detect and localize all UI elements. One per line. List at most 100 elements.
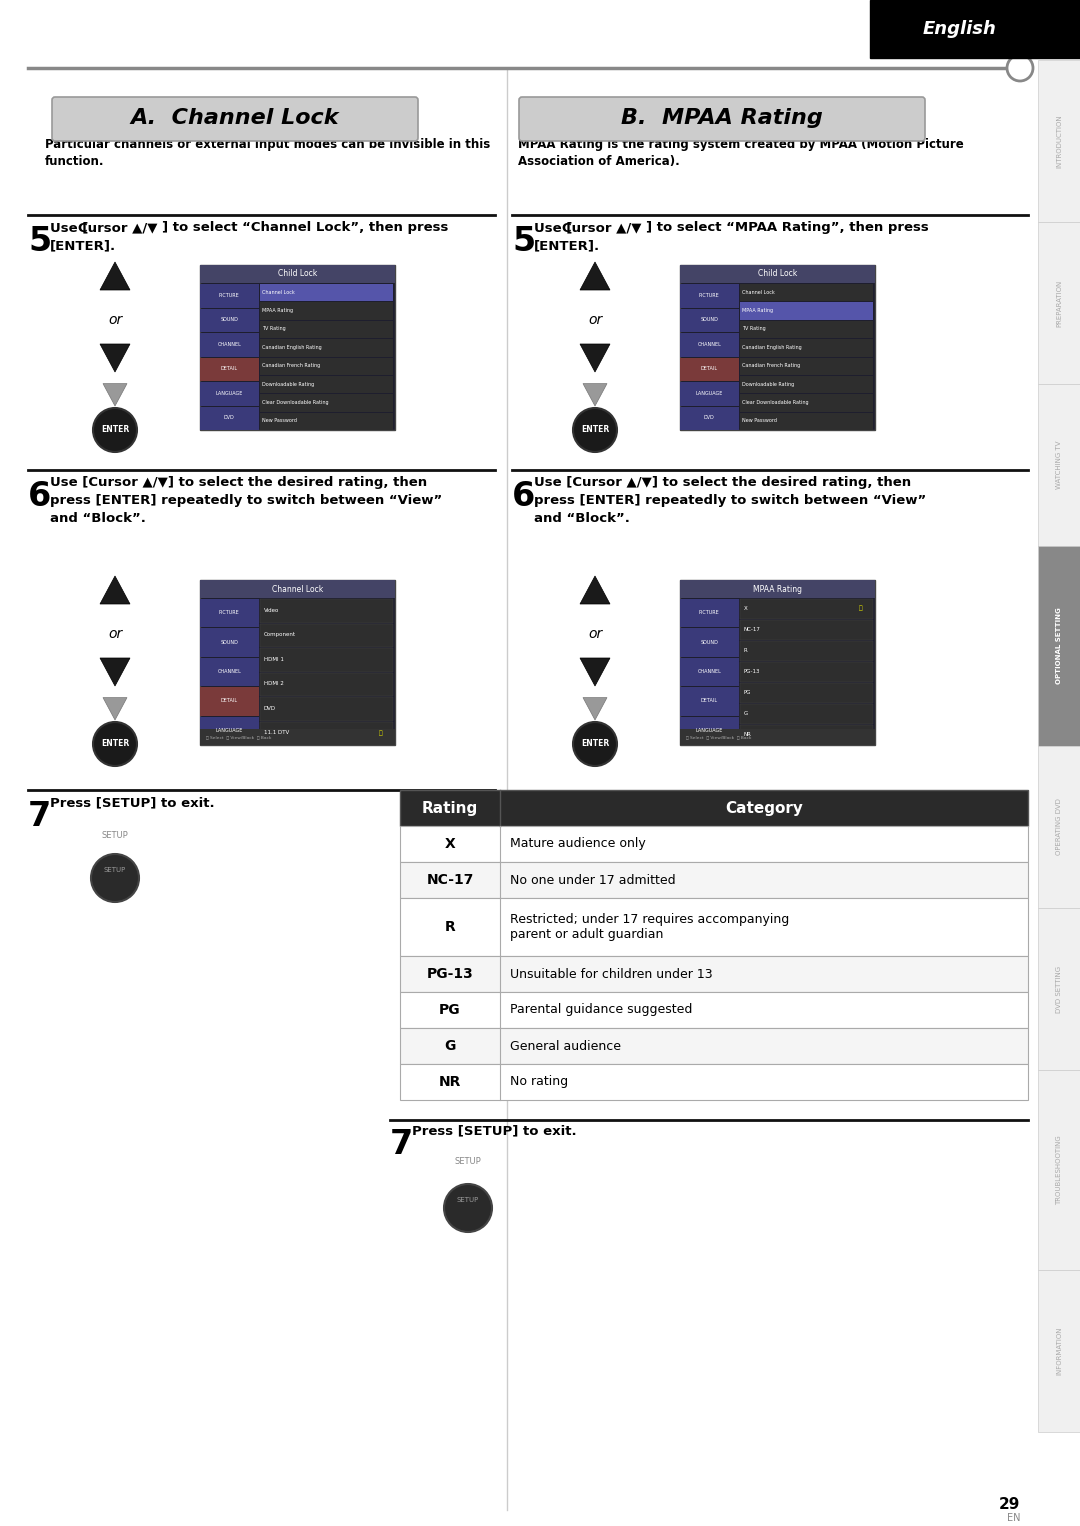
Text: Mature audience only: Mature audience only — [510, 838, 646, 850]
Bar — [259, 339, 393, 357]
Bar — [400, 897, 1028, 955]
Bar — [740, 320, 873, 339]
Bar — [400, 862, 1028, 897]
Bar — [680, 580, 875, 598]
Bar — [1038, 1270, 1080, 1431]
Text: ENTER: ENTER — [100, 426, 130, 435]
Bar — [259, 357, 393, 375]
FancyBboxPatch shape — [52, 98, 418, 140]
Bar — [1038, 60, 1080, 221]
Text: OPTIONAL SETTING: OPTIONAL SETTING — [1056, 607, 1062, 684]
Text: 7: 7 — [28, 800, 51, 833]
Text: PG: PG — [440, 1003, 461, 1016]
Text: DETAIL: DETAIL — [220, 699, 238, 703]
Text: SETUP: SETUP — [102, 832, 129, 839]
Bar — [680, 266, 875, 430]
Text: Cursor ▲/▼: Cursor ▲/▼ — [562, 221, 642, 233]
Text: DVD: DVD — [264, 705, 275, 711]
Bar — [400, 1029, 1028, 1064]
Text: NR: NR — [438, 1074, 461, 1090]
Text: SOUND: SOUND — [220, 639, 239, 644]
Bar — [259, 722, 393, 745]
Bar — [680, 687, 739, 716]
Text: DVD: DVD — [704, 415, 715, 420]
Text: 🔒: 🔒 — [379, 729, 382, 736]
Text: OPERATING DVD: OPERATING DVD — [1056, 798, 1062, 856]
Text: press [ENTER] repeatedly to switch between “View”: press [ENTER] repeatedly to switch betwe… — [534, 494, 927, 507]
Text: 🔒: 🔒 — [859, 606, 863, 612]
Text: ] to select “MPAA Rating”, then press: ] to select “MPAA Rating”, then press — [646, 221, 929, 233]
Text: Component: Component — [264, 632, 296, 638]
Text: LANGUAGE: LANGUAGE — [216, 391, 243, 395]
Text: G: G — [743, 711, 747, 716]
Text: Downloadable Rating: Downloadable Rating — [262, 382, 314, 386]
Bar — [200, 406, 258, 430]
Bar — [1038, 385, 1080, 546]
Circle shape — [93, 722, 137, 766]
Text: B.  MPAA Rating: B. MPAA Rating — [621, 108, 823, 128]
Text: PREPARATION: PREPARATION — [1056, 279, 1062, 327]
Text: PG-13: PG-13 — [427, 967, 473, 981]
Text: Clear Downloadable Rating: Clear Downloadable Rating — [262, 400, 329, 404]
Text: CHANNEL: CHANNEL — [217, 342, 241, 346]
Bar — [1038, 546, 1080, 746]
Text: 6: 6 — [512, 481, 536, 513]
Text: INFORMATION: INFORMATION — [1056, 1326, 1062, 1375]
Text: NR: NR — [743, 732, 752, 737]
Polygon shape — [580, 658, 610, 687]
Text: [ENTER].: [ENTER]. — [534, 240, 600, 252]
Bar — [1038, 908, 1080, 1070]
Bar — [259, 600, 393, 623]
Text: MPAA Rating: MPAA Rating — [753, 584, 802, 594]
Bar — [200, 284, 258, 308]
Text: General audience: General audience — [510, 1039, 621, 1053]
Bar — [259, 302, 393, 320]
Bar — [400, 992, 1028, 1029]
Bar — [200, 357, 258, 382]
Text: 11.1 DTV: 11.1 DTV — [264, 731, 288, 736]
Text: Use [: Use [ — [50, 221, 89, 233]
Text: A.  Channel Lock: A. Channel Lock — [131, 108, 339, 128]
Text: 5: 5 — [28, 224, 51, 258]
Circle shape — [573, 722, 617, 766]
Polygon shape — [100, 262, 130, 290]
Circle shape — [1007, 55, 1032, 81]
Circle shape — [573, 407, 617, 452]
Text: LANGUAGE: LANGUAGE — [696, 391, 723, 395]
Text: DETAIL: DETAIL — [701, 699, 718, 703]
Text: Clear Downloadable Rating: Clear Downloadable Rating — [743, 400, 809, 404]
Bar — [200, 266, 395, 282]
Text: Downloadable Rating: Downloadable Rating — [743, 382, 795, 386]
Text: Child Lock: Child Lock — [278, 270, 318, 279]
Text: Canadian French Rating: Canadian French Rating — [743, 363, 800, 368]
Bar — [1038, 746, 1080, 908]
Text: 29: 29 — [999, 1497, 1020, 1512]
Text: [ENTER].: [ENTER]. — [50, 240, 117, 252]
Bar — [870, 0, 1080, 58]
Text: TV Rating: TV Rating — [262, 327, 286, 331]
Text: CHANNEL: CHANNEL — [698, 668, 721, 674]
Text: X: X — [743, 606, 747, 610]
Circle shape — [444, 1184, 492, 1231]
Bar — [740, 620, 873, 639]
Bar — [680, 382, 739, 406]
Text: Press [SETUP] to exit.: Press [SETUP] to exit. — [411, 1125, 577, 1137]
Text: NC-17: NC-17 — [743, 627, 760, 632]
Bar — [1038, 1070, 1080, 1270]
Text: HDMI 1: HDMI 1 — [264, 656, 283, 662]
Bar — [740, 703, 873, 723]
Bar — [740, 641, 873, 661]
Bar — [740, 302, 873, 320]
Text: ENTER: ENTER — [581, 740, 609, 748]
Text: 6: 6 — [28, 481, 51, 513]
Text: or: or — [588, 627, 603, 641]
Text: SETUP: SETUP — [455, 1157, 482, 1166]
Text: PICTURE: PICTURE — [699, 610, 719, 615]
Text: Use [Cursor ▲/▼] to select the desired rating, then: Use [Cursor ▲/▼] to select the desired r… — [50, 476, 427, 488]
Text: MPAA Rating: MPAA Rating — [262, 308, 294, 313]
Bar — [740, 357, 873, 375]
Text: Child Lock: Child Lock — [758, 270, 797, 279]
Bar — [259, 673, 393, 696]
Bar — [259, 320, 393, 339]
Bar — [680, 600, 739, 627]
